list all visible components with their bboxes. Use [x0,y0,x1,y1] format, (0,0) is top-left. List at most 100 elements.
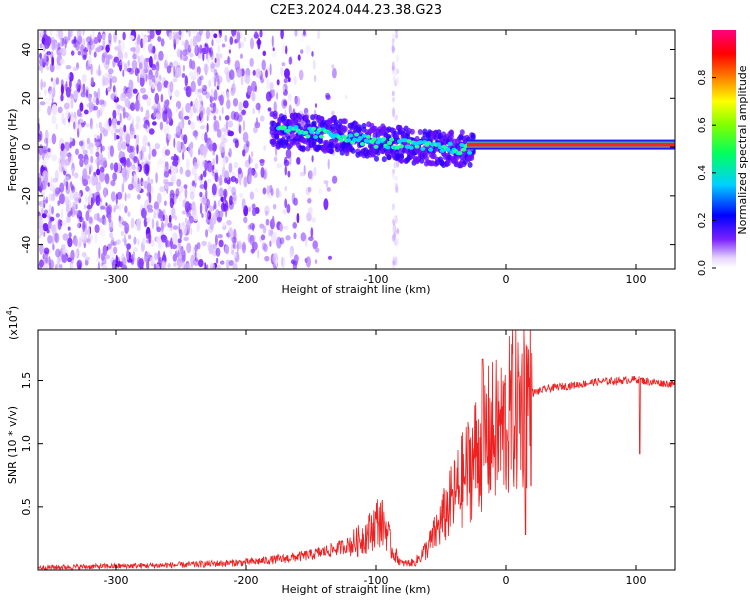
heatmap-cell [95,91,99,104]
heatmap-cell [204,208,208,214]
heatmap-cell [176,140,182,153]
heatmap-cell [76,259,83,269]
heatmap-cell [282,225,289,230]
snr-series-line [38,330,675,570]
heatmap-cell [211,183,217,196]
heatmap-cell [393,115,397,122]
heatmap-cell [120,156,127,167]
heatmap-cell [448,133,454,140]
heatmap-cell [311,120,317,127]
heatmap-cell [113,246,118,255]
heatmap-cell [167,108,172,120]
x-tick-label: 0 [503,273,510,286]
heatmap-cell [79,158,84,168]
heatmap-cell [216,211,219,218]
heatmap-cell [121,203,124,209]
heatmap-cell [272,89,276,97]
heatmap-cell [178,186,184,193]
scale-note-exponent: 4 [5,310,14,315]
heatmap-cell [172,31,177,36]
heatmap-cell [48,216,53,223]
heatmap-cell [203,63,209,74]
heatmap-cell [80,91,87,98]
heatmap-cell [162,110,168,123]
heatmap-cell [50,30,53,36]
heatmap-cell [280,66,284,77]
heatmap-cell [155,69,159,78]
heatmap-cell [81,74,87,83]
heatmap-cell [381,156,387,163]
heatmap-cell [208,205,213,213]
heatmap-cell [74,172,79,179]
heatmap-cell [133,46,136,56]
heatmap-cell [160,93,164,103]
heatmap-cell [75,252,78,262]
heatmap-cell [394,182,398,187]
heatmap-cell [211,76,215,83]
heatmap-cell [262,50,267,56]
heatmap-cell [67,226,71,231]
heatmap-cell [197,71,200,80]
heatmap-cell [326,187,331,192]
heatmap-cell [226,91,230,100]
heatmap-cell [348,133,354,138]
heatmap-cell [270,188,274,196]
heatmap-cell [167,134,172,141]
heatmap-cell [265,91,272,102]
heatmap-cell [47,105,52,116]
heatmap-cell [136,144,139,155]
heatmap-cell [40,30,43,37]
spectrogram-ylabel: Frequency (Hz) [6,109,19,192]
heatmap-cell [275,258,278,268]
heatmap-cell [212,149,216,156]
heatmap-cell [398,144,404,149]
x-tick-label: -200 [234,574,259,587]
heatmap-cell [77,127,80,138]
heatmap-cell [99,171,105,182]
heatmap-cell [83,204,87,210]
heatmap-cell [219,260,225,265]
heatmap-cell [122,31,126,41]
heatmap-cell [251,207,257,217]
heatmap-cell [70,111,74,118]
heatmap-cell [143,35,149,44]
heatmap-cell [60,93,64,102]
heatmap-cell [90,63,93,76]
heatmap-cell [254,85,257,93]
heatmap-cell [300,232,307,242]
heatmap-cell [262,187,267,195]
heatmap-cell [58,49,64,53]
heatmap-cell [43,247,50,255]
heatmap-cell [206,264,209,269]
heatmap-cell [242,100,249,109]
heatmap-cell [133,172,136,183]
heatmap-cell [112,172,117,182]
heatmap-cell [270,234,277,244]
heatmap-cell [426,141,432,145]
heatmap-cell [155,172,158,184]
heatmap-cell [178,191,182,203]
heatmap-cell [137,121,141,131]
heatmap-cell [259,159,265,164]
heatmap-cell [166,139,169,147]
heatmap-cell [126,248,130,261]
heatmap-cell [74,197,79,205]
heatmap-cell [154,107,159,114]
x-tick-label: -300 [104,574,129,587]
heatmap-cell [470,132,476,139]
heatmap-cell [331,175,338,184]
heatmap-cell [213,120,220,132]
heatmap-cell [310,227,314,239]
heatmap-cell [79,102,84,112]
heatmap-cell [126,145,133,154]
heatmap-cell [88,187,92,197]
heatmap-cell [50,225,56,232]
heatmap-cell [467,161,473,168]
heatmap-cell [57,106,63,114]
heatmap-cell [70,30,73,38]
heatmap-cell [55,220,58,230]
heatmap-cell [149,256,156,265]
heatmap-cell [38,130,43,141]
heatmap-cell [307,126,313,131]
heatmap-cell [197,88,203,93]
